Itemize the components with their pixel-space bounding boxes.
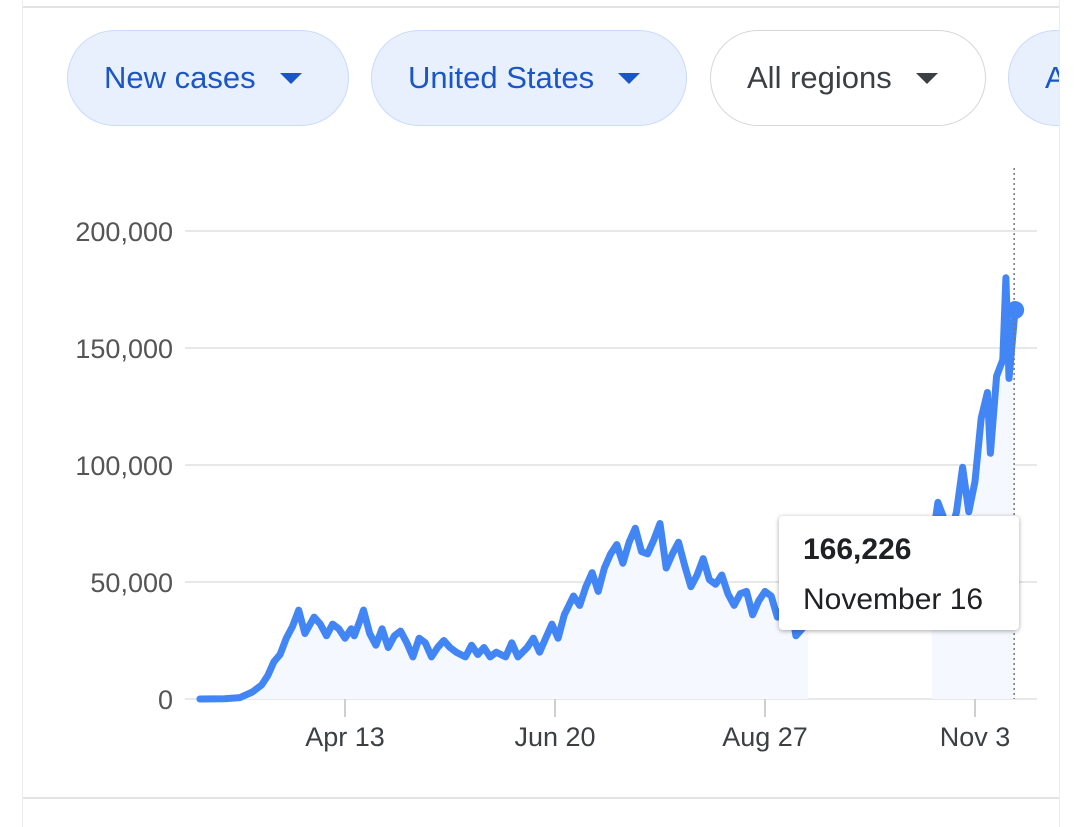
x-tick-label: Jun 20	[514, 722, 595, 752]
region-filter-chip[interactable]: All regions	[710, 30, 986, 126]
y-tick-label: 0	[158, 685, 173, 715]
highlight-point	[1006, 301, 1025, 320]
chart-tooltip: 166,226 November 16	[779, 516, 1019, 630]
metric-filter-label: New cases	[104, 60, 256, 95]
x-tick-label: Nov 3	[940, 722, 1011, 752]
y-tick-label: 50,000	[90, 568, 173, 598]
caret-down-icon	[279, 72, 302, 84]
y-tick-label: 150,000	[75, 334, 173, 364]
y-tick-label: 100,000	[75, 451, 173, 481]
country-filter-chip[interactable]: United States	[371, 30, 687, 126]
time-filter-label: A	[1045, 60, 1059, 96]
y-tick-label: 200,000	[75, 217, 173, 247]
bottom-divider	[23, 797, 1059, 799]
tooltip-date: November 16	[803, 583, 984, 616]
region-filter-label: All regions	[747, 60, 892, 95]
x-tick-label: Apr 13	[305, 722, 385, 752]
caret-down-icon	[915, 72, 938, 84]
series-area	[199, 523, 809, 699]
caret-down-icon	[618, 72, 641, 84]
top-divider	[23, 6, 1059, 8]
series-line	[196, 520, 812, 703]
metric-filter-chip[interactable]: New cases	[67, 30, 349, 126]
x-tick-label: Aug 27	[722, 722, 808, 752]
tooltip-value: 166,226	[803, 533, 912, 566]
country-filter-label: United States	[408, 60, 595, 95]
filter-chips: New cases United States All regions A	[67, 30, 1059, 128]
chart-card: New cases United States All regions A 0 5…	[22, 0, 1060, 827]
new-cases-chart[interactable]: 0 50,000 100,000 150,000 200,000 Apr 13 Jun 20…	[23, 0, 1059, 797]
